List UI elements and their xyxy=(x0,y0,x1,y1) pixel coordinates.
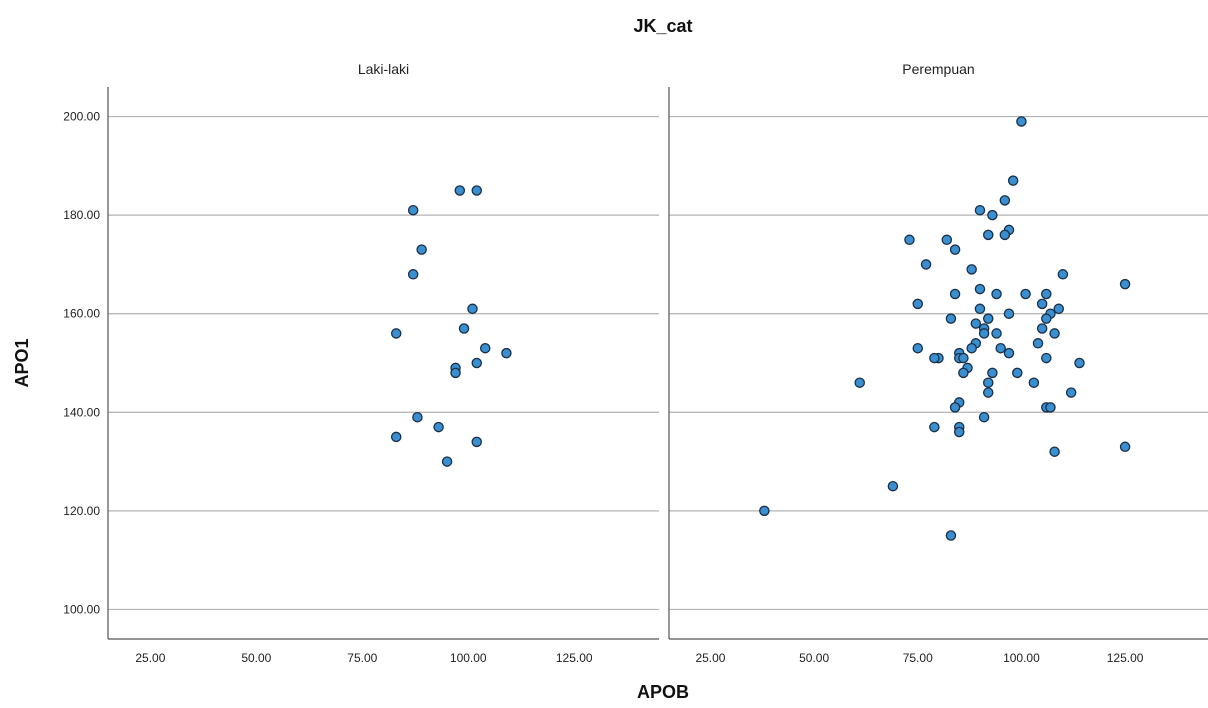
x-tick-label: 25.00 xyxy=(695,651,725,665)
data-point xyxy=(958,352,969,364)
data-point xyxy=(1045,402,1056,413)
data-point xyxy=(974,204,986,216)
data-point xyxy=(458,323,470,334)
data-point xyxy=(854,377,865,388)
data-point xyxy=(995,342,1006,354)
data-point xyxy=(974,283,986,295)
data-point xyxy=(1020,288,1031,300)
data-point xyxy=(978,411,990,423)
data-point xyxy=(1016,116,1027,127)
data-point xyxy=(1053,303,1064,315)
data-point xyxy=(1057,269,1069,280)
panel-title: Perempuan xyxy=(902,61,974,77)
data-point xyxy=(953,426,965,438)
data-point xyxy=(974,303,986,315)
data-point xyxy=(999,229,1011,241)
data-point xyxy=(1041,288,1052,300)
data-point xyxy=(945,313,957,324)
data-point xyxy=(1028,377,1040,388)
data-point xyxy=(1003,308,1015,319)
x-tick-label: 50.00 xyxy=(799,651,829,665)
data-point xyxy=(479,342,491,354)
plot-area: 100.00 120.00 140.00 160.00 180.00 200.00 Laki… xyxy=(63,61,1208,665)
data-point xyxy=(945,530,957,541)
data-point xyxy=(912,298,924,310)
data-point xyxy=(1074,357,1085,369)
y-tick-label: 140.00 xyxy=(63,405,100,419)
data-point xyxy=(1049,328,1060,339)
x-tick-label: 50.00 xyxy=(241,651,271,665)
data-point xyxy=(454,185,466,196)
data-point xyxy=(1012,367,1023,379)
data-point xyxy=(407,269,419,280)
x-tick-label: 100.00 xyxy=(450,651,487,665)
data-point xyxy=(983,377,994,388)
data-point xyxy=(929,352,940,364)
data-point xyxy=(887,480,899,492)
data-point xyxy=(1119,441,1131,453)
data-point xyxy=(941,234,953,246)
x-axis-title: APOB xyxy=(637,682,689,702)
x-tick-label: 100.00 xyxy=(1003,651,1040,665)
data-point xyxy=(999,195,1011,206)
data-point xyxy=(759,505,770,517)
data-point xyxy=(987,367,998,379)
data-point xyxy=(949,402,961,413)
data-point xyxy=(450,367,461,379)
data-point xyxy=(970,318,982,329)
data-point xyxy=(501,347,512,359)
x-tick-label: 25.00 xyxy=(135,651,165,665)
x-tick-label: 125.00 xyxy=(1107,651,1144,665)
data-point xyxy=(929,421,940,433)
data-point xyxy=(1041,352,1052,364)
data-point xyxy=(987,209,998,221)
data-point xyxy=(966,342,977,354)
panel-title: Laki-laki xyxy=(358,61,409,77)
y-tick-label: 160.00 xyxy=(63,307,100,321)
y-tick-label: 120.00 xyxy=(63,504,100,518)
data-point xyxy=(912,342,924,354)
data-point xyxy=(471,436,482,448)
y-tick-label: 180.00 xyxy=(63,208,100,222)
data-point xyxy=(1049,446,1060,457)
data-point xyxy=(920,259,932,270)
data-point xyxy=(390,431,402,443)
data-point xyxy=(1003,347,1015,359)
x-tick-label: 125.00 xyxy=(556,651,593,665)
data-point xyxy=(1041,313,1052,324)
data-point xyxy=(1007,175,1019,186)
data-point xyxy=(949,244,961,255)
data-point xyxy=(958,367,969,379)
y-tick-label: 100.00 xyxy=(63,602,100,616)
data-point xyxy=(991,328,1002,339)
data-point xyxy=(1036,298,1048,310)
data-point xyxy=(1119,278,1131,290)
data-point xyxy=(983,313,994,324)
data-point xyxy=(904,234,915,246)
data-point xyxy=(978,328,990,339)
chart-title: JK_cat xyxy=(633,16,692,36)
data-point xyxy=(441,456,453,467)
data-point xyxy=(1036,323,1048,334)
data-point xyxy=(1032,338,1044,349)
data-point xyxy=(471,357,482,369)
x-tick-label: 75.00 xyxy=(903,651,933,665)
data-point xyxy=(416,244,427,255)
x-tick-label: 75.00 xyxy=(347,651,377,665)
y-axis-title: APO1 xyxy=(12,338,32,387)
data-point xyxy=(467,303,478,315)
data-point xyxy=(433,421,444,433)
data-point xyxy=(966,264,977,275)
data-point xyxy=(390,328,402,339)
y-tick-label: 200.00 xyxy=(63,110,100,124)
data-point xyxy=(991,288,1002,300)
data-point xyxy=(983,387,994,398)
data-point xyxy=(949,288,961,300)
data-point xyxy=(407,204,419,216)
data-point xyxy=(983,229,994,241)
data-point xyxy=(471,185,482,196)
data-point xyxy=(1065,387,1077,398)
data-point xyxy=(412,411,423,423)
